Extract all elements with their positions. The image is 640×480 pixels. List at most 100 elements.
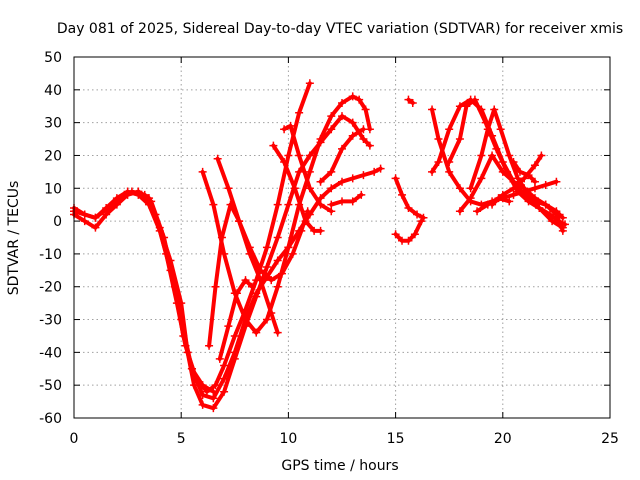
data-point-marker (509, 184, 518, 193)
series-line (329, 192, 364, 207)
data-point-marker (483, 125, 492, 134)
data-point-marker (220, 361, 229, 370)
data-point-marker (160, 233, 169, 242)
data-point-marker (520, 174, 529, 183)
data-point-marker (170, 282, 179, 291)
data-point-marker (273, 256, 282, 265)
data-point-marker (530, 161, 539, 170)
data-point-marker (348, 118, 357, 127)
data-point-marker (410, 230, 419, 239)
data-point-marker (286, 121, 295, 130)
data-series-23 (473, 194, 514, 216)
data-point-marker (80, 217, 89, 226)
data-point-marker (198, 167, 207, 176)
data-point-marker (470, 95, 479, 104)
data-point-marker (190, 381, 199, 390)
y-tick-label: -10 (39, 247, 62, 263)
x-tick-label: 20 (494, 431, 512, 447)
data-series-12 (327, 190, 366, 209)
data-point-marker (284, 243, 293, 252)
y-tick-labels: -60 -50 -40 -30 -20 -10 0 10 20 30 40 50 (39, 50, 62, 427)
data-point-marker (112, 197, 121, 206)
data-point-marker (477, 174, 486, 183)
data-point-marker (348, 92, 357, 101)
data-point-marker (513, 187, 522, 196)
data-point-marker (211, 282, 220, 291)
data-point-marker (338, 177, 346, 186)
y-tick-label: 10 (44, 181, 62, 197)
data-point-marker (224, 184, 233, 193)
data-point-marker (515, 167, 524, 176)
data-point-marker (179, 331, 188, 340)
data-point-marker (490, 105, 499, 114)
data-point-marker (541, 180, 550, 189)
chart-title: Day 081 of 2025, Sidereal Day-to-day VTE… (57, 21, 623, 37)
data-point-marker (209, 200, 218, 209)
y-tick-label: -40 (39, 345, 62, 361)
data-point-marker (269, 141, 278, 150)
data-point-marker (492, 144, 501, 153)
data-series-9 (269, 141, 325, 235)
x-tick-label: 25 (601, 431, 619, 447)
data-point-marker (267, 308, 276, 317)
data-point-marker (262, 315, 271, 324)
data-point-marker (211, 381, 220, 390)
data-point-marker (327, 112, 336, 121)
data-point-marker (241, 315, 250, 324)
data-point-marker (348, 197, 357, 206)
data-point-marker (230, 354, 239, 363)
data-point-marker (327, 125, 336, 134)
data-point-marker (327, 200, 336, 209)
data-point-marker (220, 387, 229, 396)
series-line (490, 153, 544, 207)
y-axis-label: SDTVAR / TECUs (6, 181, 22, 296)
series-line (136, 189, 216, 394)
data-point-marker (417, 217, 426, 226)
data-point-marker (488, 151, 497, 160)
data-point-marker (273, 233, 282, 242)
data-point-marker (445, 158, 454, 167)
data-point-marker (295, 167, 304, 176)
data-point-marker (327, 167, 336, 176)
plot-frame (73, 56, 611, 419)
data-point-marker (224, 322, 233, 331)
data-point-marker (247, 282, 256, 291)
data-point-marker (301, 217, 310, 226)
data-point-marker (505, 151, 514, 160)
data-point-marker (316, 177, 325, 186)
data-point-marker (455, 207, 464, 216)
x-tick-label: 5 (177, 431, 186, 447)
data-point-marker (209, 387, 218, 396)
data-point-marker (295, 108, 304, 117)
data-point-marker (91, 223, 100, 232)
data-point-marker (198, 381, 207, 390)
data-point-marker (232, 289, 241, 298)
data-point-marker (316, 135, 325, 144)
data-point-marker (473, 207, 482, 216)
data-point-marker (524, 190, 533, 199)
y-tick-label: -20 (39, 280, 62, 296)
data-point-marker (365, 141, 374, 150)
data-point-marker (359, 135, 368, 144)
series-line (72, 166, 383, 401)
data-point-marker (404, 95, 413, 104)
data-point-marker (213, 154, 222, 163)
data-point-marker (273, 200, 282, 209)
data-point-marker (284, 151, 293, 160)
data-series-13 (391, 174, 428, 222)
y-tick-label: 30 (44, 116, 62, 132)
x-tick-label: 10 (279, 431, 297, 447)
data-series-11 (316, 125, 368, 186)
data-point-marker (455, 184, 464, 193)
data-point-marker (428, 105, 437, 114)
data-point-marker (348, 174, 357, 183)
data-point-marker (505, 197, 514, 206)
data-point-marker (297, 226, 306, 235)
data-point-marker (413, 210, 422, 219)
data-point-marker (434, 135, 443, 144)
data-point-marker (338, 144, 346, 153)
data-point-marker (217, 233, 226, 242)
data-series-14 (391, 217, 426, 245)
data-series-8 (215, 276, 256, 363)
